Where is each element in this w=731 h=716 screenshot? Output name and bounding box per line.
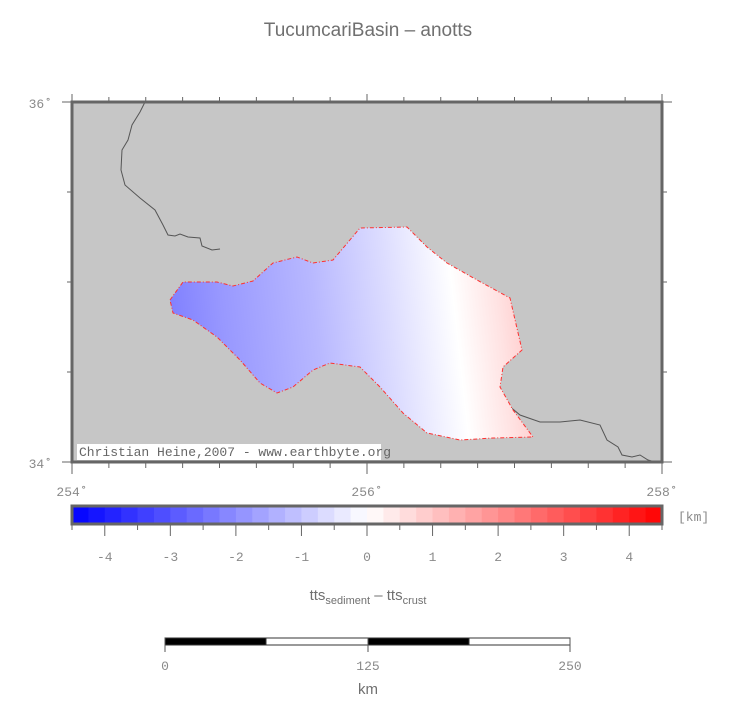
- colorbar-swatch: [317, 506, 335, 524]
- colorbar-tick-label: -4: [97, 550, 113, 565]
- colorbar: [72, 506, 663, 524]
- colorbar-swatch: [301, 506, 319, 524]
- colorbar-swatch: [186, 506, 204, 524]
- lon-label-258: 258˚: [646, 485, 677, 500]
- colorbar-swatch: [137, 506, 155, 524]
- colorbar-swatch: [498, 506, 515, 524]
- colorbar-unit: [km]: [678, 510, 709, 525]
- scalebar-unit: km: [358, 681, 378, 698]
- colorbar-swatch: [465, 506, 483, 524]
- colorbar-swatch: [612, 506, 630, 524]
- coastline-northwest: [120, 101, 221, 251]
- colorbar-swatch: [645, 506, 663, 524]
- colorbar-swatch: [580, 506, 597, 524]
- scale-bar: [164, 637, 571, 652]
- colorbar-tick-label: -1: [294, 550, 310, 565]
- colorbar-swatch: [268, 506, 286, 524]
- colorbar-ticks: -4 -3 -2 -1 0 1 2 3 4: [71, 524, 663, 565]
- colorbar-swatch: [334, 506, 352, 524]
- scalebar-label-125: 125: [356, 659, 379, 674]
- colorbar-swatch: [432, 506, 450, 524]
- colorbar-swatch: [350, 506, 368, 524]
- lon-label-256: 256˚: [351, 485, 382, 500]
- scalebar-label-250: 250: [558, 659, 581, 674]
- colorbar-swatch: [596, 506, 614, 524]
- colorbar-tick-label: -2: [228, 550, 244, 565]
- colorbar-swatch: [416, 506, 434, 524]
- credit-box: [77, 444, 381, 460]
- coastline-southeast: [507, 404, 656, 463]
- map-title: TucumcariBasin – anotts: [264, 20, 472, 41]
- colorbar-swatch: [104, 506, 122, 524]
- colorbar-swatch: [153, 506, 171, 524]
- colorbar-swatch: [530, 506, 548, 524]
- colorbar-swatch: [563, 506, 581, 524]
- colorbar-swatch: [367, 506, 384, 524]
- colorbar-swatch: [481, 506, 499, 524]
- colorbar-swatch: [448, 506, 466, 524]
- lat-label-36: 36˚: [29, 97, 52, 112]
- map-ticks: [62, 94, 672, 474]
- colorbar-swatch: [170, 506, 188, 524]
- colorbar-tick-label: -3: [163, 550, 179, 565]
- colorbar-swatch: [203, 506, 220, 524]
- colorbar-swatch: [252, 506, 270, 524]
- colorbar-tick-label: 3: [560, 550, 568, 565]
- colorbar-swatch: [88, 506, 106, 524]
- colorbar-swatch: [399, 506, 417, 524]
- lat-label-34: 34˚: [29, 457, 52, 472]
- colorbar-swatch: [72, 506, 89, 524]
- lon-label-254: 254˚: [56, 485, 87, 500]
- colorbar-swatch: [219, 506, 237, 524]
- colorbar-swatch: [629, 506, 647, 524]
- basin-anomaly-region: [169, 226, 534, 441]
- colorbar-tick-label: 0: [363, 550, 371, 565]
- colorbar-tick-label: 1: [429, 550, 437, 565]
- colorbar-swatch: [235, 506, 253, 524]
- colorbar-tick-label: 4: [625, 550, 633, 565]
- colorbar-swatch: [547, 506, 565, 524]
- colorbar-swatch: [121, 506, 139, 524]
- colorbar-swatch: [383, 506, 401, 524]
- scalebar-label-0: 0: [161, 659, 169, 674]
- credit-text: Christian Heine,2007 - www.earthbyte.org: [79, 445, 391, 460]
- colorbar-tick-label: 2: [494, 550, 502, 565]
- colorbar-swatch: [514, 506, 532, 524]
- colorbar-label: ttssediment – ttscrust: [310, 587, 427, 607]
- colorbar-swatch: [285, 506, 302, 524]
